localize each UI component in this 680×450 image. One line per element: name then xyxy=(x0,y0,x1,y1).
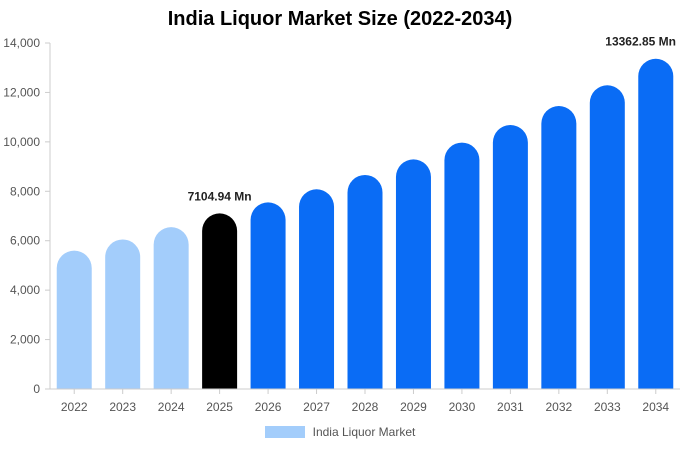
x-tick-label: 2029 xyxy=(400,400,427,414)
x-tick-label: 2027 xyxy=(303,400,330,414)
x-tick-label: 2025 xyxy=(206,400,233,414)
x-tick-label: 2023 xyxy=(109,400,136,414)
legend[interactable]: India Liquor Market xyxy=(0,425,680,439)
bar-2029[interactable] xyxy=(395,159,431,389)
data-label: 13362.85 Mn xyxy=(605,35,676,49)
bar-2023[interactable] xyxy=(105,239,141,389)
x-tick-label: 2030 xyxy=(449,400,476,414)
x-tick-label: 2033 xyxy=(594,400,621,414)
annotations-group: 7104.94 Mn 13362.85 Mn xyxy=(188,35,676,204)
bars-group xyxy=(56,58,674,390)
bar-2022[interactable] xyxy=(56,250,92,389)
x-tick-label: 2032 xyxy=(545,400,572,414)
x-tick-label: 2022 xyxy=(61,400,88,414)
y-tick-label: 10,000 xyxy=(3,135,40,149)
legend-swatch xyxy=(264,426,305,438)
x-tick-label: 2024 xyxy=(158,400,185,414)
bar-2034[interactable] xyxy=(638,58,674,389)
bar-2028[interactable] xyxy=(347,174,383,389)
bar-2027[interactable] xyxy=(299,189,335,389)
bar-2031[interactable] xyxy=(492,125,528,389)
y-tick-label: 6,000 xyxy=(10,234,40,248)
y-tick-label: 4,000 xyxy=(10,283,40,297)
bar-2030[interactable] xyxy=(444,142,480,389)
legend-label: India Liquor Market xyxy=(312,425,416,439)
x-axis: 2022 2023 2024 2025 2026 2027 2028 2029 2030 2031… xyxy=(50,388,680,414)
y-tick-label: 12,000 xyxy=(3,85,40,99)
y-tick-label: 14,000 xyxy=(3,36,40,50)
bar-2026[interactable] xyxy=(250,202,286,389)
bar-2032[interactable] xyxy=(541,106,577,390)
x-tick-label: 2034 xyxy=(642,400,669,414)
bar-chart: 02,0004,0006,0008,00010,00012,00014,000 … xyxy=(3,35,680,414)
x-tick-label: 2028 xyxy=(352,400,379,414)
x-tick-label: 2026 xyxy=(255,400,282,414)
bar-2025[interactable] xyxy=(202,213,238,389)
bar-2024[interactable] xyxy=(153,227,189,389)
y-tick-label: 2,000 xyxy=(10,333,40,347)
x-tick-label: 2031 xyxy=(497,400,524,414)
data-label: 7104.94 Mn xyxy=(188,189,252,203)
y-axis: 0 2,000 4,000 6,000 8,000 10,000 12,000 14,000 xyxy=(3,36,51,396)
y-tick-label: 8,000 xyxy=(10,184,40,198)
bar-2033[interactable] xyxy=(589,85,625,390)
chart-title: India Liquor Market Size (2022-2034) xyxy=(167,8,513,30)
y-tick-label: 0 xyxy=(33,382,40,396)
